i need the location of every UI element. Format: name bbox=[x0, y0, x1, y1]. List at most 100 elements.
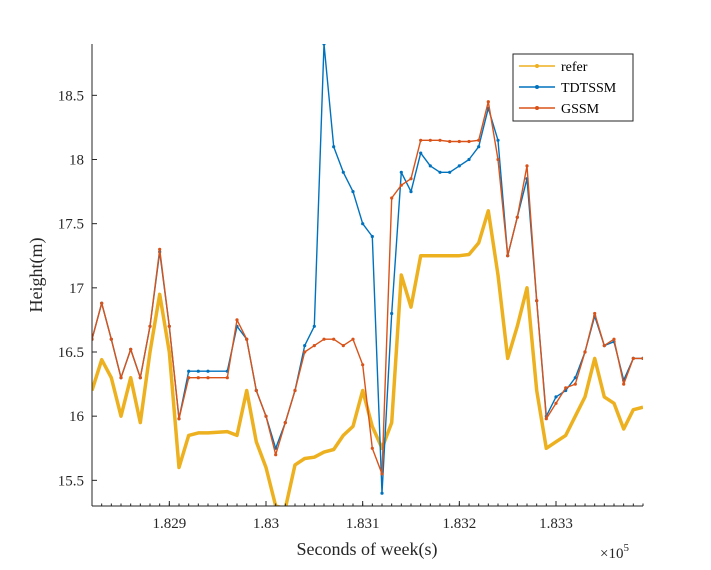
point-GSSM bbox=[583, 350, 587, 354]
point-GSSM bbox=[100, 301, 104, 305]
point-GSSM bbox=[399, 183, 403, 187]
point-TDTSSM bbox=[370, 234, 374, 239]
point-GSSM bbox=[351, 337, 355, 341]
point-GSSM bbox=[158, 247, 162, 251]
y-axis-label: Height(m) bbox=[26, 238, 47, 313]
point-GSSM bbox=[235, 318, 239, 322]
point-GSSM bbox=[254, 388, 258, 393]
y-tick-label: 15.5 bbox=[58, 473, 84, 489]
x-tick-label: 1.83 bbox=[253, 516, 279, 532]
series-refer bbox=[92, 209, 643, 506]
point-TDTSSM bbox=[303, 344, 307, 348]
series-line-refer bbox=[92, 209, 643, 506]
point-GSSM bbox=[535, 299, 539, 303]
point-GSSM bbox=[593, 311, 597, 316]
point-TDTSSM bbox=[341, 170, 345, 174]
point-GSSM bbox=[612, 337, 616, 341]
legend-label: GSSM bbox=[561, 102, 600, 117]
legend-item-TDTSSM: TDTSSM bbox=[519, 81, 617, 96]
point-GSSM bbox=[119, 376, 123, 380]
point-GSSM bbox=[438, 138, 442, 142]
y-tick-label: 16.5 bbox=[58, 345, 84, 361]
point-GSSM bbox=[187, 376, 191, 380]
legend-item-refer: refer bbox=[519, 60, 588, 75]
y-tick-label: 18.5 bbox=[58, 88, 84, 104]
point-GSSM bbox=[496, 157, 500, 162]
point-TDTSSM bbox=[467, 157, 471, 162]
point-TDTSSM bbox=[322, 44, 326, 46]
point-TDTSSM bbox=[351, 190, 355, 194]
point-GSSM bbox=[138, 376, 142, 380]
point-GSSM bbox=[361, 363, 365, 367]
point-TDTSSM bbox=[438, 170, 442, 174]
point-GSSM bbox=[419, 138, 423, 142]
point-GSSM bbox=[467, 139, 471, 144]
x-tick-label: 1.831 bbox=[346, 516, 380, 532]
point-GSSM bbox=[457, 139, 461, 144]
point-GSSM bbox=[167, 324, 171, 328]
point-GSSM bbox=[303, 350, 307, 354]
point-GSSM bbox=[622, 382, 626, 386]
point-GSSM bbox=[573, 382, 577, 386]
legend-marker bbox=[535, 64, 539, 68]
point-GSSM bbox=[390, 196, 394, 200]
y-tick-label: 16 bbox=[69, 409, 85, 425]
point-GSSM bbox=[312, 344, 316, 348]
point-GSSM bbox=[486, 100, 490, 104]
point-TDTSSM bbox=[428, 164, 432, 168]
point-TDTSSM bbox=[399, 170, 403, 174]
point-GSSM bbox=[409, 177, 413, 181]
point-GSSM bbox=[380, 472, 384, 476]
point-GSSM bbox=[148, 324, 152, 328]
point-GSSM bbox=[283, 421, 287, 425]
point-TDTSSM bbox=[390, 311, 394, 316]
point-GSSM bbox=[332, 337, 336, 341]
legend-marker bbox=[535, 85, 539, 89]
point-GSSM bbox=[196, 376, 200, 380]
point-GSSM bbox=[448, 139, 452, 144]
series-GSSM bbox=[92, 100, 643, 476]
point-TDTSSM bbox=[380, 491, 384, 495]
point-TDTSSM bbox=[196, 369, 200, 373]
point-GSSM bbox=[322, 337, 326, 341]
point-GSSM bbox=[293, 388, 297, 393]
x-exponent-label: ×105 bbox=[600, 542, 629, 562]
point-GSSM bbox=[641, 356, 643, 360]
point-TDTSSM bbox=[573, 376, 577, 380]
legend-label: refer bbox=[561, 60, 588, 75]
y-tick-label: 18 bbox=[69, 153, 84, 169]
point-GSSM bbox=[264, 414, 268, 418]
x-axis-label: Seconds of week(s) bbox=[297, 539, 438, 560]
point-TDTSSM bbox=[477, 145, 481, 149]
point-GSSM bbox=[341, 344, 345, 348]
point-TDTSSM bbox=[206, 369, 210, 373]
point-GSSM bbox=[177, 417, 181, 421]
x-tick-label: 1.833 bbox=[539, 516, 573, 532]
point-TDTSSM bbox=[448, 170, 452, 174]
legend-item-GSSM: GSSM bbox=[519, 102, 600, 117]
point-GSSM bbox=[564, 386, 568, 390]
point-GSSM bbox=[506, 254, 510, 258]
point-TDTSSM bbox=[332, 145, 336, 149]
point-TDTSSM bbox=[457, 164, 461, 168]
point-TDTSSM bbox=[496, 138, 500, 142]
x-tick-label: 1.829 bbox=[152, 516, 186, 532]
point-GSSM bbox=[428, 138, 432, 142]
y-tick-label: 17.5 bbox=[58, 217, 84, 233]
point-TDTSSM bbox=[312, 324, 316, 328]
y-tick-label: 17 bbox=[69, 281, 85, 297]
point-GSSM bbox=[109, 337, 113, 341]
point-GSSM bbox=[370, 446, 374, 450]
point-TDTSSM bbox=[409, 190, 413, 194]
x-tick-label: 1.832 bbox=[442, 516, 476, 532]
point-TDTSSM bbox=[361, 222, 365, 226]
legend-marker bbox=[535, 106, 539, 110]
point-TDTSSM bbox=[187, 369, 191, 373]
point-GSSM bbox=[274, 453, 278, 457]
point-TDTSSM bbox=[554, 395, 558, 399]
point-GSSM bbox=[225, 376, 229, 380]
point-GSSM bbox=[245, 337, 249, 341]
axes: 1.829 1.83 1.831 1.832 1.833 15.5 16 16.5 17 17.5… bbox=[58, 44, 644, 532]
point-GSSM bbox=[477, 138, 481, 142]
